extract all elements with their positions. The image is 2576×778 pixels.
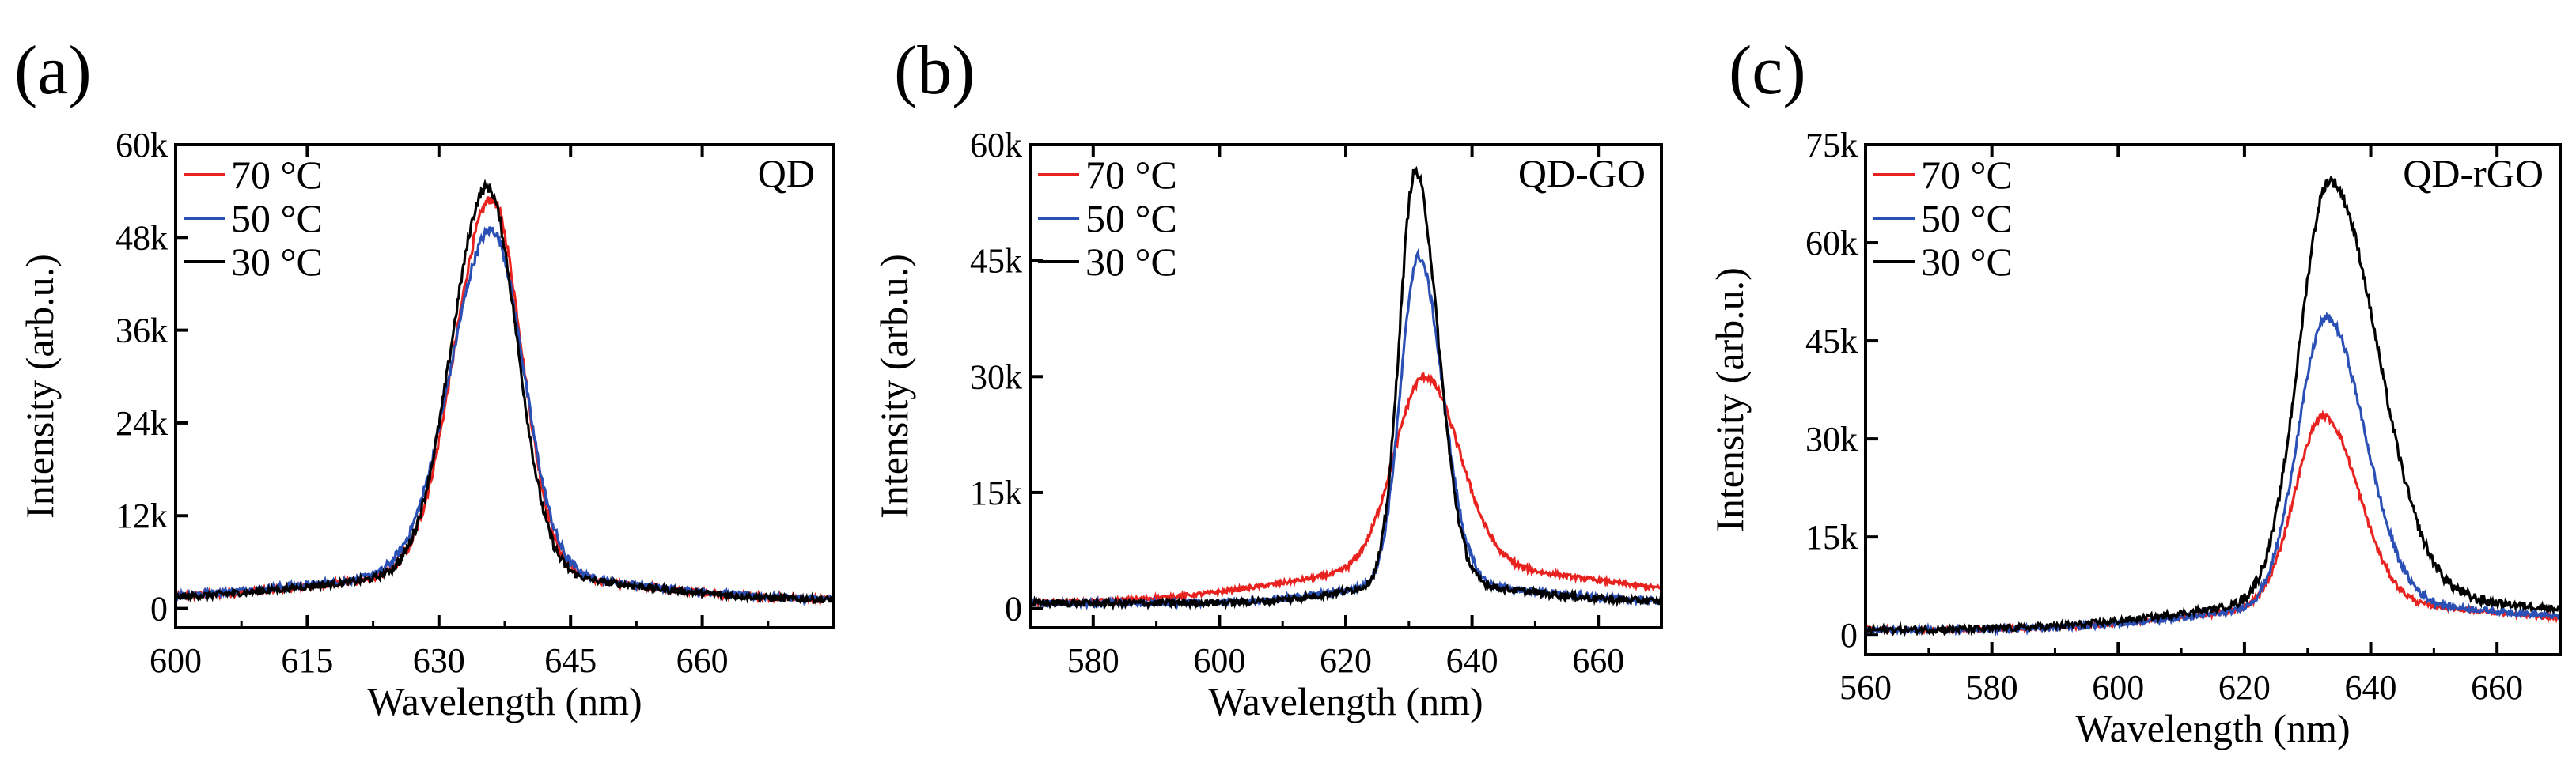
x-tick-label: 600: [150, 641, 202, 680]
y-axis-title: Intensity (arb.u.): [1707, 267, 1752, 532]
x-tick-label: 620: [2218, 668, 2271, 707]
x-tick-label: 660: [676, 641, 729, 680]
y-tick-label: 30k: [1805, 420, 1858, 459]
x-tick-label: 580: [1966, 668, 2018, 707]
y-tick-label: 45k: [1805, 322, 1858, 361]
panel-c: (c) QD-rGO 560 580 600 620 640 660 0 15k 30k 45k 60k…: [1707, 32, 2562, 750]
series-line-30c: [1030, 165, 1661, 611]
legend-label: 30 °C: [1085, 240, 1177, 284]
panel-b: (b) QD-GO 580 600 620 640 660 0 15k 30k 45k 60k Wave…: [872, 32, 1663, 723]
y-tick-label: 75k: [1805, 126, 1858, 164]
legend-label: 70 °C: [1085, 153, 1177, 197]
plot-frame: [1864, 143, 2562, 656]
y-tick-label: 15k: [970, 474, 1022, 512]
x-tick-label: 660: [1572, 641, 1624, 680]
y-tick-label: 12k: [116, 497, 168, 535]
y-tick-label: 30k: [970, 357, 1022, 396]
y-tick-label: 60k: [1805, 224, 1858, 262]
x-tick-label: 580: [1067, 641, 1119, 680]
panel-label: (a): [14, 32, 92, 109]
panel-label: (c): [1729, 32, 1806, 109]
y-axis-title: Intensity (arb.u.): [17, 254, 62, 519]
x-axis-title: Wavelength (nm): [2075, 706, 2350, 750]
legend-label: 70 °C: [1921, 153, 2013, 197]
x-axis-title: Wavelength (nm): [1208, 679, 1483, 723]
y-tick-label: 48k: [116, 218, 168, 257]
x-tick-label: 560: [1839, 668, 1892, 707]
series-line-70c: [1866, 409, 2560, 636]
series-line-30c: [176, 178, 834, 605]
x-tick-label: 640: [1446, 641, 1498, 680]
x-tick-label: 630: [413, 641, 465, 680]
legend-label: 50 °C: [1085, 196, 1177, 240]
y-tick-label: 60k: [116, 126, 168, 164]
legend-label: 50 °C: [1921, 196, 2013, 240]
y-tick-label: 0: [150, 590, 168, 629]
y-tick-label: 24k: [116, 404, 168, 443]
legend-label: 70 °C: [231, 153, 323, 197]
x-axis-title: Wavelength (nm): [367, 679, 642, 723]
legend-label: 50 °C: [231, 196, 323, 240]
series-line-70c: [1030, 372, 1661, 609]
x-tick-label: 600: [1193, 641, 1245, 680]
sample-label: QD-GO: [1518, 151, 1646, 195]
y-tick-label: 0: [1840, 616, 1858, 655]
sample-label: QD: [758, 151, 815, 195]
panel-a: (a) QD 600 615 630 645 660 0 12k 24k 36k 48k 60k Wave…: [14, 32, 835, 723]
legend-label: 30 °C: [231, 240, 323, 284]
x-tick-label: 660: [2471, 668, 2523, 707]
x-tick-label: 640: [2345, 668, 2397, 707]
y-tick-label: 0: [1005, 590, 1022, 629]
y-tick-label: 36k: [116, 312, 168, 350]
sample-label: QD-rGO: [2403, 151, 2544, 195]
panel-label: (b): [894, 32, 975, 109]
series-line-30c: [1866, 176, 2560, 638]
y-tick-label: 60k: [970, 126, 1022, 164]
series-line-50c: [1866, 311, 2560, 637]
y-axis-title: Intensity (arb.u.): [872, 254, 916, 519]
legend-label: 30 °C: [1921, 240, 2013, 284]
x-tick-label: 615: [281, 641, 333, 680]
x-tick-label: 645: [544, 641, 597, 680]
y-tick-label: 15k: [1805, 518, 1858, 557]
x-tick-label: 620: [1320, 641, 1372, 680]
x-tick-label: 600: [2092, 668, 2144, 707]
y-tick-label: 45k: [970, 242, 1022, 281]
series-line-50c: [1030, 247, 1661, 611]
